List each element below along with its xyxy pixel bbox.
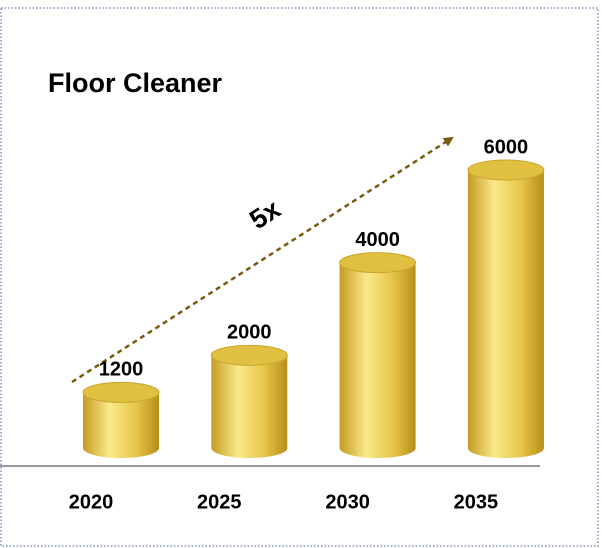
cylinder-body — [83, 392, 159, 458]
annotation: 5x — [244, 194, 286, 236]
cylinder-body — [211, 355, 288, 458]
bar — [339, 252, 417, 458]
growth-arrow — [71, 136, 454, 384]
value-label: 4000 — [355, 229, 400, 251]
cylinder-top — [339, 252, 417, 274]
cylinder-top — [467, 159, 545, 181]
cylinder-body — [467, 170, 544, 458]
frame — [0, 7, 599, 547]
cylinder-top — [82, 381, 160, 403]
bar — [467, 159, 545, 458]
bar — [210, 344, 288, 458]
cylinder-body — [339, 262, 416, 458]
bar — [82, 381, 160, 458]
x-tick-label: 2020 — [69, 491, 114, 513]
value-label: 1200 — [99, 359, 144, 381]
cylinder-top — [210, 344, 288, 366]
value-label: 2000 — [227, 322, 272, 344]
value-label: 6000 — [484, 136, 529, 158]
x-tick-label: 2030 — [325, 491, 370, 513]
chart-title: Floor Cleaner — [48, 68, 223, 98]
x-tick-label: 2025 — [197, 491, 242, 513]
x-tick-label: 2035 — [454, 491, 499, 513]
